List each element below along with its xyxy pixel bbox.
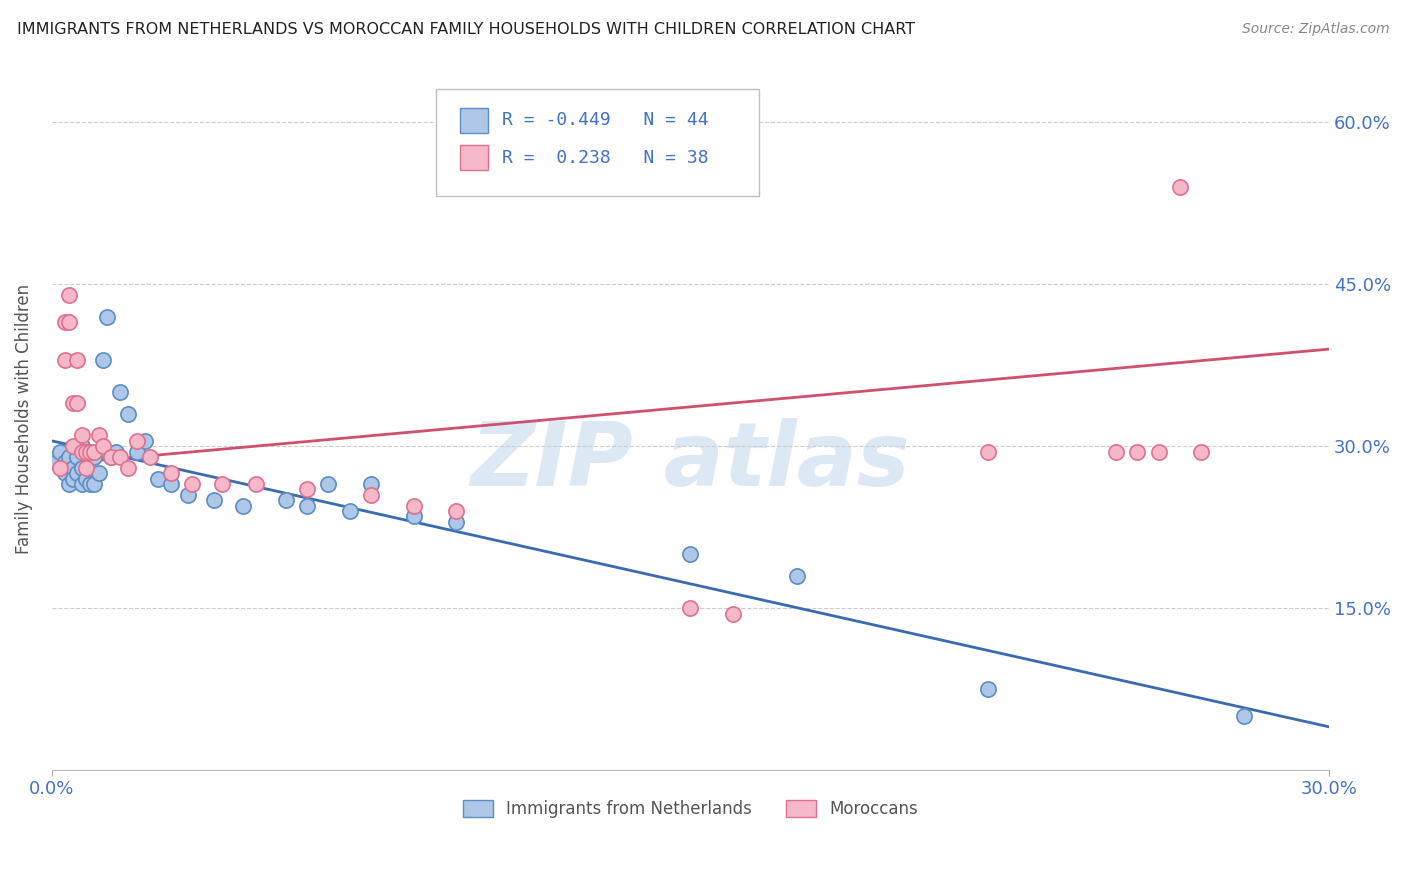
Point <box>70 439 93 453</box>
Point <box>977 444 1000 458</box>
Point <box>79 444 101 458</box>
Point <box>360 488 382 502</box>
Point <box>66 396 89 410</box>
Text: R =  0.238   N = 38: R = 0.238 N = 38 <box>502 149 709 167</box>
Point <box>977 681 1000 696</box>
Point <box>75 460 97 475</box>
Point <box>53 315 76 329</box>
Point <box>70 477 93 491</box>
Point <box>53 352 76 367</box>
Point <box>295 499 318 513</box>
Point <box>295 483 318 497</box>
Point <box>70 444 93 458</box>
Point <box>100 450 122 464</box>
Point <box>104 444 127 458</box>
Point <box>87 428 110 442</box>
Point <box>62 472 84 486</box>
Point <box>62 439 84 453</box>
Point <box>83 450 105 464</box>
Point <box>58 288 80 302</box>
Point <box>108 385 131 400</box>
Point <box>444 504 467 518</box>
Point <box>79 477 101 491</box>
Point <box>274 493 297 508</box>
Point <box>108 450 131 464</box>
Point <box>786 568 808 582</box>
Point <box>66 467 89 481</box>
Point <box>1189 444 1212 458</box>
Point <box>49 460 72 475</box>
Text: R = -0.449   N = 44: R = -0.449 N = 44 <box>502 112 709 129</box>
Point <box>83 444 105 458</box>
Point <box>138 450 160 464</box>
Text: Source: ZipAtlas.com: Source: ZipAtlas.com <box>1241 22 1389 37</box>
Point <box>96 310 118 324</box>
Point <box>444 515 467 529</box>
Point <box>211 477 233 491</box>
Point <box>100 450 122 464</box>
Point <box>75 444 97 458</box>
Point <box>1126 444 1149 458</box>
Point <box>721 607 744 621</box>
Point <box>58 477 80 491</box>
Point <box>62 396 84 410</box>
Point <box>117 407 139 421</box>
Point <box>360 477 382 491</box>
Point <box>402 509 425 524</box>
Legend: Immigrants from Netherlands, Moroccans: Immigrants from Netherlands, Moroccans <box>457 793 924 825</box>
Point <box>53 455 76 469</box>
Point <box>70 460 93 475</box>
Point <box>125 434 148 448</box>
Point <box>75 444 97 458</box>
Point <box>232 499 254 513</box>
Point <box>148 472 170 486</box>
Point <box>318 477 340 491</box>
Point <box>62 460 84 475</box>
Point <box>339 504 361 518</box>
Point <box>75 472 97 486</box>
Point <box>1233 709 1256 723</box>
Point <box>160 477 183 491</box>
Point <box>87 467 110 481</box>
Text: ZIP atlas: ZIP atlas <box>471 417 910 505</box>
Point <box>181 477 204 491</box>
Point <box>83 477 105 491</box>
Point <box>58 315 80 329</box>
Point <box>49 444 72 458</box>
Point <box>91 352 114 367</box>
Point <box>177 488 200 502</box>
Point <box>402 499 425 513</box>
Point <box>1168 180 1191 194</box>
Point <box>125 444 148 458</box>
Point <box>53 467 76 481</box>
Point <box>202 493 225 508</box>
Point <box>679 547 702 561</box>
Point <box>117 460 139 475</box>
Point <box>679 601 702 615</box>
Point <box>1105 444 1128 458</box>
Point <box>79 450 101 464</box>
Point <box>1147 444 1170 458</box>
Text: IMMIGRANTS FROM NETHERLANDS VS MOROCCAN FAMILY HOUSEHOLDS WITH CHILDREN CORRELAT: IMMIGRANTS FROM NETHERLANDS VS MOROCCAN … <box>17 22 915 37</box>
Y-axis label: Family Households with Children: Family Households with Children <box>15 285 32 554</box>
Point <box>58 450 80 464</box>
Point <box>160 467 183 481</box>
Point <box>70 428 93 442</box>
Point <box>91 439 114 453</box>
Point <box>245 477 267 491</box>
Point <box>66 450 89 464</box>
Point <box>66 352 89 367</box>
Point <box>45 455 67 469</box>
Point <box>134 434 156 448</box>
